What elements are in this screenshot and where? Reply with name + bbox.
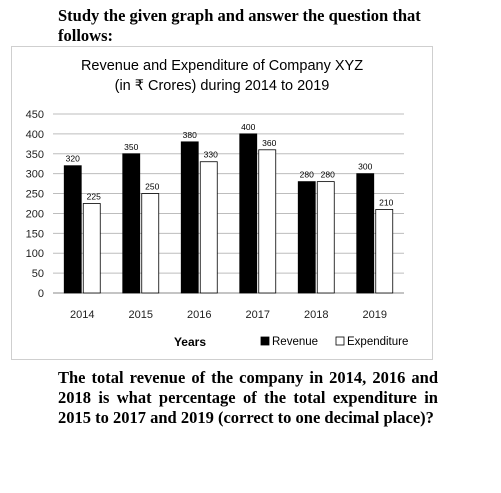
expenditure-data-label: 250 [145,182,159,192]
revenue-bar [297,181,316,294]
question-text: The total revenue of the company in 2014… [58,368,438,427]
revenue-data-label: 350 [124,142,138,152]
revenue-bar [122,153,141,294]
x-tick-label: 2019 [363,309,387,321]
intro-text: Study the given graph and answer the que… [58,6,421,45]
y-tick-label: 100 [26,248,44,260]
x-tick-label: 2017 [246,309,270,321]
x-tick-label: 2016 [187,309,211,321]
expenditure-legend-swatch [335,336,345,346]
revenue-legend-label: Revenue [272,336,318,348]
chart-subtitle: (in ₹ Crores) during 2014 to 2019 [114,78,330,94]
x-tick-label: 2018 [304,309,328,321]
x-axis-ticks: 2014 2015 2016 2017 2018 2019 [70,309,387,321]
revenue-bar [180,141,199,294]
revenue-data-label: 300 [358,162,372,172]
expenditure-legend-label: Expenditure [347,336,408,348]
expenditure-bar [199,161,218,294]
revenue-bar [356,173,375,294]
expenditure-data-label: 330 [204,150,218,160]
expenditure-data-label: 225 [87,192,101,202]
x-tick-label: 2014 [70,309,94,321]
expenditure-bar [375,209,394,294]
grid-lines [53,113,404,294]
data-labels: 320 225 350 250 380 330 400 360 280 280 300 210 [66,122,394,208]
y-tick-label: 300 [26,169,44,181]
expenditure-bar [316,181,335,294]
revenue-data-label: 280 [300,170,314,180]
y-axis-ticks: 0 50 100 150 200 250 300 350 400 450 [26,109,44,300]
x-tick-label: 2015 [129,309,153,321]
y-tick-label: 200 [26,208,44,220]
revenue-data-label: 380 [183,130,197,140]
y-tick-label: 350 [26,149,44,161]
y-tick-label: 450 [26,109,44,121]
expenditure-data-label: 360 [262,138,276,148]
expenditure-data-label: 280 [321,170,335,180]
x-axis-label: Years [174,335,206,349]
chart-title: Revenue and Expenditure of Company XYZ [80,58,364,74]
revenue-bar [239,133,258,294]
revenue-legend-swatch [260,336,270,346]
y-tick-label: 250 [26,189,44,201]
expenditure-bar [258,149,277,294]
legend: Revenue Expenditure [260,336,408,348]
expenditure-bar [82,203,101,294]
revenue-data-label: 320 [66,154,80,164]
y-tick-label: 150 [26,228,44,240]
y-tick-label: 400 [26,129,44,141]
expenditure-data-label: 210 [379,197,393,207]
bars [63,133,394,294]
revenue-bar [63,165,82,294]
expenditure-bar [141,193,160,294]
revenue-data-label: 400 [241,122,255,132]
y-tick-label: 50 [32,268,44,280]
y-tick-label: 0 [38,288,44,300]
